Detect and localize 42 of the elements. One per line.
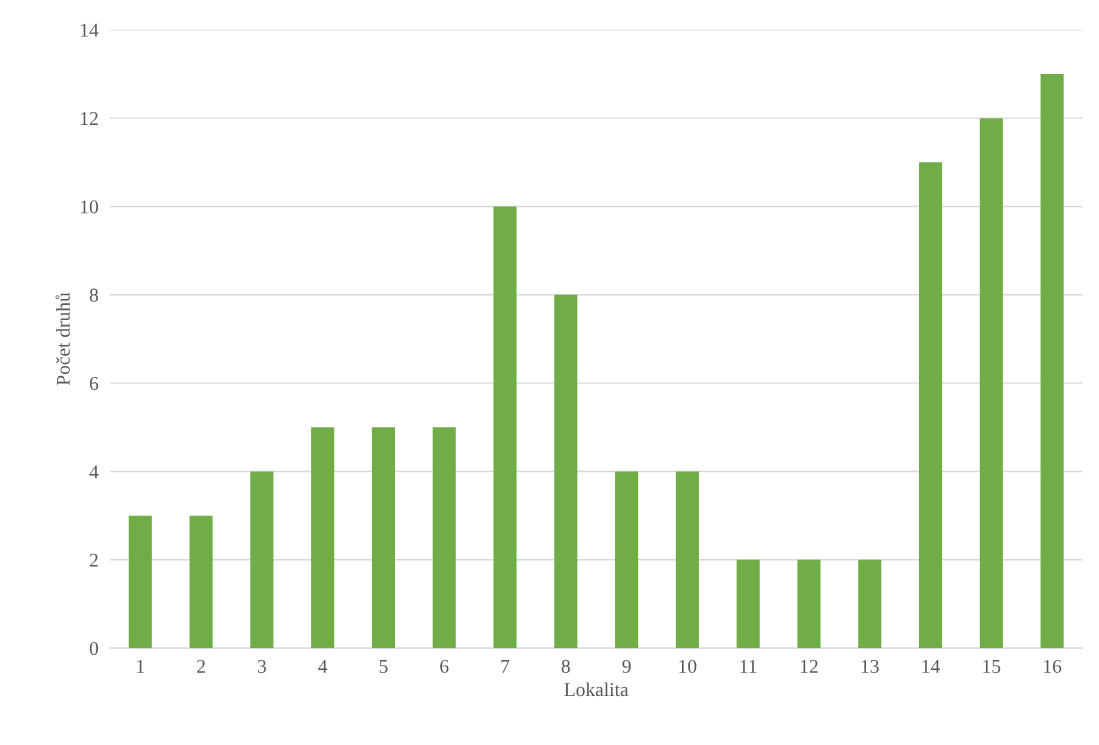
bar: [858, 559, 882, 649]
bar: [554, 294, 578, 649]
bar: [311, 427, 335, 649]
x-tick-label: 3: [257, 659, 266, 673]
x-tick-label: 1: [137, 659, 144, 673]
bar: [797, 559, 821, 649]
x-tick-label: 13: [861, 659, 879, 673]
x-tick-label: 15: [983, 659, 1001, 673]
bar: [250, 471, 274, 649]
bar: [189, 515, 213, 649]
x-tick-label: 14: [922, 659, 940, 673]
x-tick-label: 6: [440, 659, 449, 673]
x-axis-title: Lokalita: [564, 682, 629, 697]
y-tick-label: 12: [81, 112, 98, 125]
y-tick-label: 6: [89, 377, 99, 391]
x-tick-label: 10: [679, 659, 697, 673]
y-tick-label: 2: [89, 553, 98, 567]
bar: [615, 471, 639, 649]
x-tick-label: 5: [379, 660, 388, 673]
bar: [432, 427, 456, 649]
bar: [1040, 73, 1064, 649]
bar: [918, 162, 943, 649]
bar: [128, 515, 152, 649]
x-tick-label: 12: [800, 659, 818, 673]
y-tick-label: 0: [89, 641, 99, 656]
bar: [675, 471, 699, 649]
y-tick-label: 14: [81, 23, 99, 37]
x-tick-label: 11: [740, 659, 757, 673]
x-tick-label: 8: [561, 659, 570, 673]
x-tick-label: 7: [501, 660, 510, 673]
x-tick-label: 9: [622, 659, 631, 673]
bar: [371, 427, 395, 649]
x-tick-label: 4: [318, 659, 328, 673]
y-axis-title: Počet druhů: [55, 292, 70, 386]
x-tick-label: 16: [1044, 659, 1062, 673]
bar: [493, 206, 517, 649]
y-tick-label: 8: [89, 288, 99, 302]
x-tick-label: 2: [197, 659, 205, 673]
bar: [979, 118, 1003, 649]
y-tick-label: 4: [89, 465, 99, 479]
bar: [736, 559, 760, 649]
y-tick-label: 10: [81, 200, 99, 214]
